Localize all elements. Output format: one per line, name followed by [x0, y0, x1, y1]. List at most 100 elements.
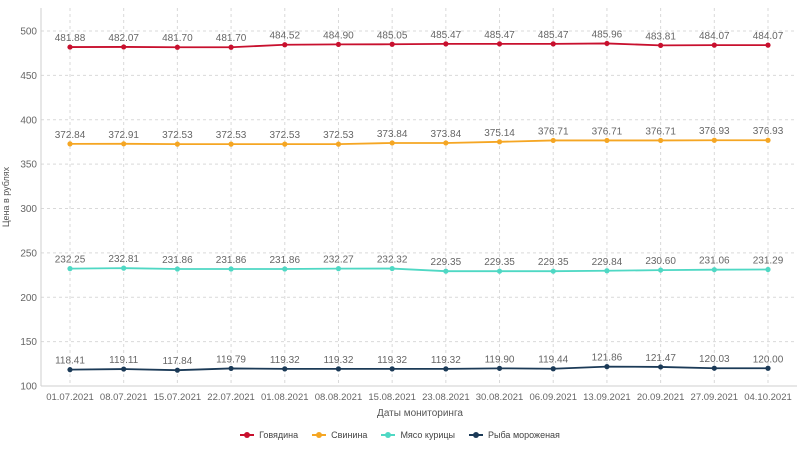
series-1-point[interactable] [228, 44, 234, 50]
series-1-point[interactable] [765, 42, 771, 48]
series-2-point[interactable] [658, 137, 664, 144]
series-3-point[interactable] [335, 266, 342, 272]
x-tick-label: 06.09.2021 [529, 392, 577, 403]
series-2-data-label: 375.14 [484, 128, 515, 139]
series-1-point[interactable] [389, 41, 395, 47]
series-2-data-label: 376.71 [538, 126, 569, 137]
series-1-data-label: 485.96 [592, 29, 623, 40]
series-4-point[interactable] [228, 365, 234, 372]
series-2-point[interactable] [67, 141, 73, 147]
series-4-point[interactable] [389, 366, 395, 372]
series-1-point[interactable] [711, 42, 717, 48]
series-2-point[interactable] [174, 141, 180, 147]
series-2-point[interactable] [604, 137, 610, 144]
series-2-point[interactable] [765, 137, 771, 143]
y-tick-label: 500 [20, 27, 37, 38]
series-2-data-label: 376.93 [699, 126, 730, 137]
series-1-point[interactable] [335, 41, 342, 48]
series-3-data-label: 232.25 [55, 255, 86, 266]
series-1-point[interactable] [604, 40, 610, 47]
series-4-data-label: 119.32 [431, 355, 461, 366]
series-2-point[interactable] [711, 137, 717, 143]
series-3-data-label: 231.86 [269, 255, 300, 266]
legend-item[interactable]: Свинина [312, 430, 367, 440]
series-4-point[interactable] [658, 364, 664, 370]
series-2-line [69, 139, 768, 146]
series-3-data-label: 229.84 [592, 257, 623, 268]
series-1-data-label: 481.70 [162, 33, 193, 44]
series-3-point[interactable] [121, 265, 127, 271]
series-4-point[interactable] [121, 366, 127, 372]
series-3-point[interactable] [282, 266, 288, 272]
series-1-point[interactable] [496, 41, 503, 47]
series-2-data-label: 372.53 [323, 130, 354, 141]
series-1-data-label: 485.47 [431, 30, 462, 41]
y-axis-title: Цена в рублях [1, 166, 11, 227]
series-1-data-label: 481.88 [55, 33, 86, 44]
x-tick-label: 08.08.2021 [315, 392, 363, 403]
legend-item[interactable]: Рыба мороженая [469, 430, 560, 440]
series-1-data-label: 484.07 [753, 31, 784, 42]
series-1-point[interactable] [121, 44, 127, 50]
series-3-point[interactable] [658, 267, 664, 273]
series-2-point[interactable] [389, 140, 395, 146]
x-tick-label: 13.09.2021 [583, 392, 631, 403]
series-4-point[interactable] [282, 366, 288, 372]
series-2-point[interactable] [443, 140, 449, 146]
series-3-data-label: 232.27 [323, 255, 354, 266]
series-4-line [69, 365, 769, 372]
series-3-data-label: 232.81 [108, 254, 139, 265]
x-tick-label: 15.08.2021 [368, 392, 416, 403]
series-3-point[interactable] [711, 267, 717, 273]
series-3-point[interactable] [67, 266, 73, 272]
series-4-point[interactable] [443, 366, 449, 372]
y-tick-label: 100 [20, 382, 37, 393]
y-tick-label: 450 [20, 71, 37, 82]
series-3-point[interactable] [443, 268, 449, 274]
series-1-point[interactable] [67, 44, 73, 50]
series-3-point[interactable] [496, 268, 503, 274]
series-1-line [69, 42, 768, 49]
series-2-point[interactable] [550, 137, 556, 144]
series-1-point[interactable] [174, 44, 180, 50]
series-3-point[interactable] [604, 268, 610, 274]
series-4-point[interactable] [765, 365, 771, 371]
series-1-data-label: 485.05 [377, 30, 408, 41]
x-tick-label: 08.07.2021 [100, 392, 148, 403]
x-tick-label: 01.08.2021 [261, 392, 309, 403]
legend-item[interactable]: Говядина [240, 430, 298, 440]
series-1-point[interactable] [443, 41, 449, 47]
series-3-data-label: 231.06 [699, 256, 730, 267]
series-2-point[interactable] [335, 141, 342, 147]
series-2-point[interactable] [496, 139, 503, 145]
x-tick-label: 01.07.2021 [46, 392, 94, 403]
series-4-point[interactable] [174, 367, 180, 373]
series-1-point[interactable] [658, 42, 664, 48]
x-axis-title: Даты мониторинга [377, 408, 463, 419]
series-4-point[interactable] [550, 366, 556, 372]
series-3-point[interactable] [174, 266, 180, 272]
series-4-point[interactable] [604, 363, 610, 370]
series-1-point[interactable] [282, 42, 288, 48]
series-2-data-label: 372.53 [269, 130, 300, 141]
series-2-point[interactable] [228, 141, 234, 147]
series-3-point[interactable] [765, 266, 771, 273]
legend-item[interactable]: Мясо курицы [381, 430, 455, 440]
series-4-point[interactable] [711, 365, 717, 371]
series-4-point[interactable] [67, 367, 73, 373]
series-1-point[interactable] [550, 41, 556, 47]
series-2-point[interactable] [282, 141, 288, 147]
series-4-point[interactable] [496, 365, 503, 371]
legend-marker [312, 431, 327, 439]
series-4-point[interactable] [335, 366, 342, 372]
series-3-point[interactable] [550, 268, 556, 274]
series-4-data-label: 120.00 [753, 354, 784, 365]
legend-label: Говядина [259, 430, 299, 440]
series-3-point[interactable] [389, 265, 395, 272]
legend-marker [381, 431, 396, 439]
series-2-point[interactable] [121, 141, 127, 147]
series-1-data-label: 481.70 [216, 33, 247, 44]
series-3-point[interactable] [228, 266, 234, 272]
y-tick-label: 400 [20, 115, 37, 126]
